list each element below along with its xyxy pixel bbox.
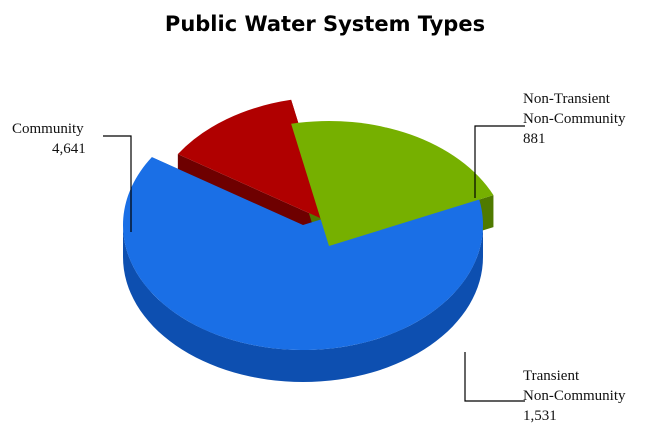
slice-label-1: Non-Transient Non-Community 881	[523, 91, 626, 147]
slice-name-label: Non-Transient	[523, 91, 611, 107]
pie-slice-transient-non-community	[291, 120, 494, 246]
slice-name-label: Non-Community	[523, 388, 626, 404]
slice-label-0: Community 4,641	[12, 121, 86, 157]
slice-name-label: Non-Community	[523, 111, 626, 127]
leader-line-2	[464, 352, 525, 402]
leader-line-0	[103, 135, 132, 232]
slice-label-2: Transient Non-Community 1,531	[523, 368, 626, 424]
slice-labels: Community 4,641 Non-Transient Non-Community…	[12, 91, 626, 424]
slice-value-label: 881	[523, 131, 546, 147]
slice-value-label: 4,641	[52, 141, 86, 157]
leader-line-1	[474, 125, 525, 198]
slice-value-label: 1,531	[523, 408, 557, 424]
pie-slice-non-transient-non-community	[177, 99, 329, 222]
slice-name-label: Community	[12, 121, 84, 137]
chart-title: Public Water System Types	[164, 12, 486, 36]
slice-name-label: Transient	[523, 368, 580, 384]
pie-tops	[122, 99, 494, 350]
slice-side-0	[123, 225, 483, 382]
label-leaders	[103, 125, 525, 402]
